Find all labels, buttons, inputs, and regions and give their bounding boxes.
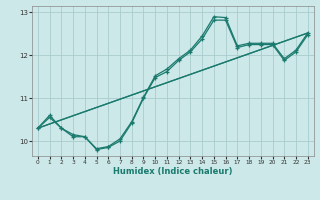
X-axis label: Humidex (Indice chaleur): Humidex (Indice chaleur) xyxy=(113,167,233,176)
